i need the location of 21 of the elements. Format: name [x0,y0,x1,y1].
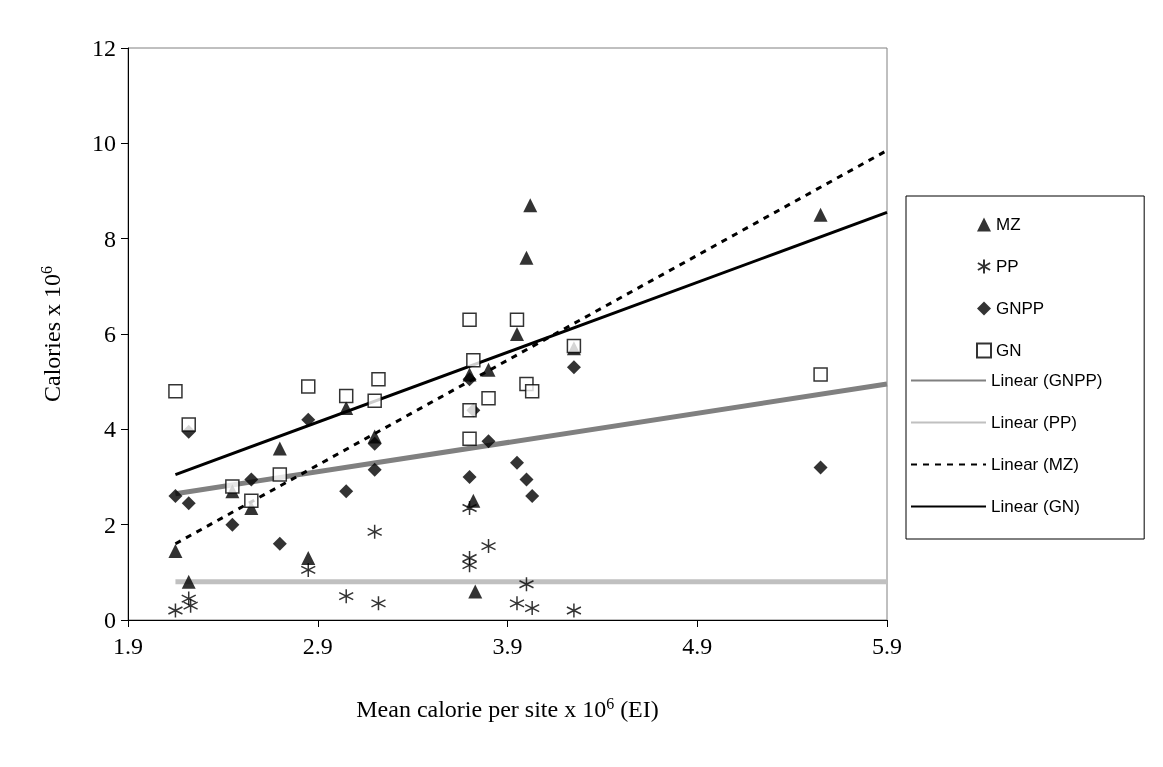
x-tick-label: 4.9 [682,633,713,659]
y-tick-label: 2 [104,511,116,538]
legend-label: Linear (GNPP) [991,371,1103,390]
y-tick-label: 10 [92,130,116,157]
y-tick-label: 12 [92,35,116,61]
y-axis-title: Calories x 106 [37,266,65,402]
x-tick-label: 2.9 [302,633,333,659]
legend-label: Linear (GN) [991,497,1080,516]
legend-label: GNPP [996,299,1045,318]
x-tick-label: 1.9 [113,633,143,659]
legend-label: GN [996,341,1022,360]
legend-label: Linear (PP) [991,413,1077,432]
y-tick-label: 4 [104,416,116,443]
x-tick-label: 3.9 [492,633,523,659]
x-tick-label: 5.9 [872,633,902,659]
y-tick-label: 8 [104,225,116,252]
legend-label: MZ [996,215,1021,234]
legend-label: Linear (MZ) [991,455,1079,474]
legend-label: PP [996,257,1019,276]
y-tick-label: 0 [104,607,116,633]
y-tick-label: 6 [104,321,116,347]
